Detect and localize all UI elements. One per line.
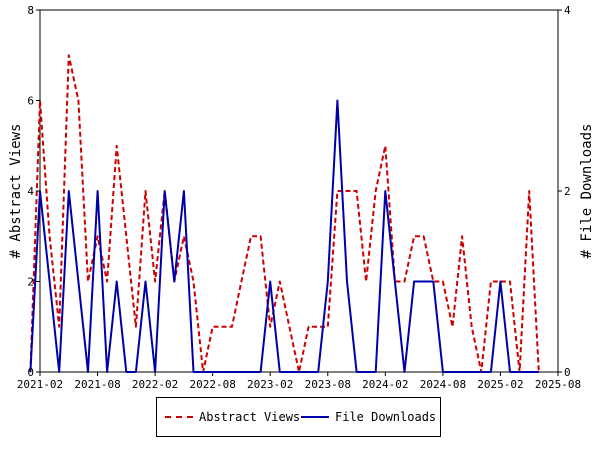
legend-label: Abstract Views [199,410,301,424]
y2-tick-label: 2 [564,185,571,198]
y2-axis-title: # File Downloads [579,124,595,259]
legend-item-abstract-views: Abstract Views [165,410,300,424]
y-axis-title: # Abstract Views [8,124,24,259]
x-tick-label: 2025-02 [477,378,523,391]
legend: Abstract Views File Downloads [156,397,441,437]
y2-tick-label: 0 [564,366,571,379]
x-tick-label: 2021-02 [17,378,63,391]
y-tick-label: 6 [27,95,34,108]
x-tick-label: 2022-02 [132,378,178,391]
plot-area [29,9,559,373]
legend-swatch-solid-blue [301,416,329,418]
series-line-file-downloads [29,99,539,373]
x-tick-label: 2022-08 [189,378,235,391]
left-axis: 0 2 4 6 8 [27,4,40,379]
y-tick-label: 8 [27,4,34,17]
x-tick-label: 2023-08 [305,378,351,391]
plot-frame [39,9,559,373]
legend-swatch-dashed-red [165,416,193,418]
x-tick-label: 2025-08 [535,378,581,391]
y-tick-label: 2 [27,276,34,289]
legend-label: File Downloads [335,410,437,424]
right-axis: 0 2 4 [558,4,571,379]
y2-tick-label: 4 [564,4,571,17]
y-tick-label: 4 [27,185,34,198]
x-tick-label: 2021-08 [74,378,120,391]
legend-item-file-downloads: File Downloads [301,410,436,424]
x-tick-label: 2024-02 [362,378,408,391]
x-tick-label: 2024-08 [420,378,466,391]
series-line-abstract-views [29,54,540,373]
bottom-axis: 2021-02 2021-08 2022-02 2022-08 2023-02 2023-… [17,372,581,391]
y-tick-label: 0 [27,366,34,379]
x-tick-label: 2023-02 [247,378,293,391]
